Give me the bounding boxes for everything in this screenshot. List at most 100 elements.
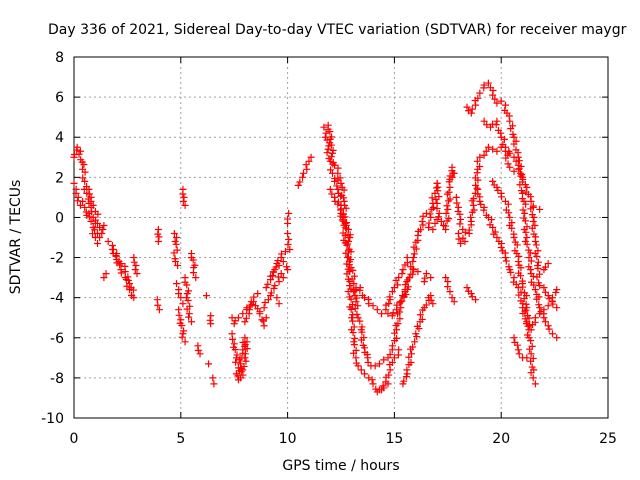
data-point <box>385 371 393 379</box>
data-point <box>519 310 527 318</box>
data-point <box>333 182 341 190</box>
data-point <box>533 295 541 303</box>
data-point <box>269 272 277 280</box>
data-point <box>529 374 537 382</box>
data-point <box>228 314 236 322</box>
data-point <box>407 358 415 366</box>
data-point <box>410 243 418 251</box>
data-point <box>380 384 388 392</box>
data-point <box>522 306 530 314</box>
data-point <box>242 314 250 322</box>
data-point <box>357 366 365 374</box>
data-point <box>522 228 530 236</box>
data-point <box>422 301 430 309</box>
data-point <box>303 165 311 173</box>
data-point <box>394 281 402 289</box>
data-point <box>328 149 336 157</box>
data-point <box>505 209 513 217</box>
data-point <box>476 153 484 161</box>
data-point <box>467 217 475 225</box>
data-point <box>349 317 357 325</box>
data-point <box>284 241 292 249</box>
data-point <box>531 238 539 246</box>
data-point <box>455 235 463 243</box>
data-point <box>457 215 465 223</box>
y-tick-label: 8 <box>55 50 64 66</box>
data-point <box>468 105 476 113</box>
data-point <box>553 286 561 294</box>
data-point <box>480 151 488 159</box>
data-point <box>435 209 443 217</box>
data-point <box>194 346 202 354</box>
data-point <box>517 264 525 272</box>
data-point <box>334 185 342 193</box>
data-point <box>531 314 539 322</box>
data-point <box>527 369 535 377</box>
data-point <box>185 310 193 318</box>
data-point <box>457 240 465 248</box>
data-point <box>536 282 544 290</box>
data-point <box>351 334 359 342</box>
data-point <box>428 205 436 213</box>
data-point <box>154 238 162 246</box>
data-point <box>444 205 452 213</box>
data-point <box>476 197 484 205</box>
data-point <box>534 264 542 272</box>
data-point <box>425 219 433 227</box>
data-point <box>427 274 435 282</box>
data-point <box>234 372 242 380</box>
data-point <box>296 178 304 186</box>
data-point <box>264 296 272 304</box>
data-point <box>245 306 253 314</box>
data-point <box>467 109 475 117</box>
data-point <box>446 288 454 296</box>
data-point <box>521 209 529 217</box>
data-point <box>514 161 522 169</box>
data-point <box>520 294 528 302</box>
data-point <box>347 295 355 303</box>
data-point <box>480 117 488 125</box>
data-point <box>342 249 350 257</box>
data-point <box>279 258 287 266</box>
data-point <box>470 206 478 214</box>
data-point <box>294 181 302 189</box>
data-point <box>418 217 426 225</box>
data-point <box>490 230 498 238</box>
data-point <box>373 306 381 314</box>
data-point <box>353 310 361 318</box>
data-point <box>515 165 523 173</box>
data-point <box>350 341 358 349</box>
data-point <box>231 317 239 325</box>
data-point <box>365 374 373 382</box>
data-point <box>274 257 282 265</box>
data-point <box>493 117 501 125</box>
data-point <box>175 290 183 298</box>
data-point <box>527 357 535 365</box>
data-point <box>384 380 392 388</box>
data-point <box>545 325 553 333</box>
data-point <box>87 217 95 225</box>
data-point <box>389 309 397 317</box>
data-point <box>427 213 435 221</box>
data-point <box>305 157 313 165</box>
y-tick-label: -8 <box>50 371 64 387</box>
data-point <box>260 304 268 312</box>
data-point <box>493 147 501 155</box>
data-point <box>365 300 373 308</box>
data-point <box>81 168 89 176</box>
data-point <box>533 252 541 260</box>
data-point <box>178 333 186 341</box>
data-point <box>371 362 379 370</box>
data-point <box>356 286 364 294</box>
data-point <box>180 193 188 201</box>
data-point <box>73 143 81 151</box>
data-point <box>482 147 490 155</box>
data-point <box>501 101 509 109</box>
data-point <box>442 209 450 217</box>
data-point <box>519 206 527 214</box>
data-point <box>450 298 458 306</box>
data-point <box>368 376 376 384</box>
y-tick-label: -6 <box>50 331 64 347</box>
data-point <box>532 241 540 249</box>
data-point <box>348 314 356 322</box>
